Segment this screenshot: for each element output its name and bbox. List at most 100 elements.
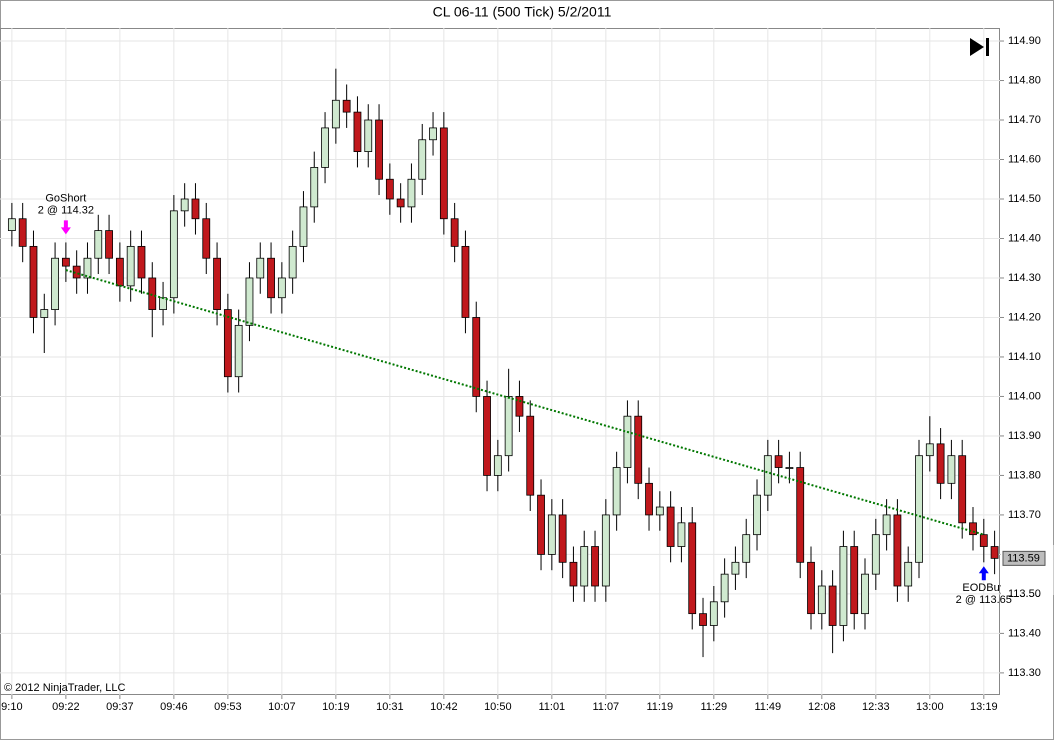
x-tick-label: 11:01 <box>538 701 565 713</box>
play-triangle[interactable] <box>970 38 984 56</box>
x-tick-label: 09:22 <box>52 701 80 713</box>
candle-body <box>472 317 481 397</box>
candle-body <box>342 99 351 113</box>
x-tick-label: 11:29 <box>700 701 727 713</box>
candle-body <box>742 534 751 563</box>
candle-body <box>785 467 794 469</box>
candle-body <box>709 601 718 626</box>
x-tick-label: 13:00 <box>916 701 944 713</box>
x-tick-label: 09:53 <box>214 701 242 713</box>
candle-body <box>18 218 27 247</box>
candle-body <box>915 455 923 563</box>
candle-body <box>569 561 578 587</box>
y-tick-label: 114.90 <box>1008 35 1041 47</box>
trade-detail: 2 @ 114.32 <box>38 204 94 216</box>
candle-body <box>666 506 675 547</box>
candle-body <box>504 396 513 457</box>
candle-body <box>601 514 610 587</box>
candle-body <box>720 573 729 603</box>
candle-body <box>40 309 49 318</box>
candle-body <box>396 198 405 208</box>
y-tick-label: 113.80 <box>1008 469 1041 481</box>
y-tick-label: 114.70 <box>1008 114 1041 126</box>
candle-body <box>353 111 362 153</box>
x-tick-label: 13:19 <box>970 701 998 713</box>
candle-body <box>861 573 869 615</box>
candle-body <box>29 245 38 318</box>
candle-body <box>807 561 815 615</box>
y-tick-label: 114.00 <box>1008 390 1041 402</box>
candle-body <box>191 198 200 220</box>
candle-body <box>375 119 383 180</box>
candle-body <box>839 546 848 626</box>
candle-body <box>288 245 297 279</box>
candle-body <box>105 230 113 259</box>
candle-body <box>256 257 265 279</box>
candle-body <box>688 522 697 615</box>
candle-body <box>234 324 243 378</box>
candle-body <box>893 514 902 587</box>
candle-body <box>655 506 664 516</box>
candle-body <box>159 297 167 310</box>
candle-body <box>925 443 934 457</box>
candle-body <box>817 585 826 615</box>
candle-body <box>461 245 470 318</box>
candle-body <box>623 415 632 468</box>
candle-body <box>612 467 621 516</box>
trade-name: EODBuy <box>962 582 1005 594</box>
candle-body <box>580 546 589 587</box>
y-tick-label: 114.80 <box>1008 74 1041 86</box>
candle-body <box>936 443 945 484</box>
candle-body <box>515 396 524 417</box>
y-tick-label: 113.90 <box>1008 430 1041 442</box>
x-tick-label: 10:50 <box>484 701 512 713</box>
last-price-label: 113.59 <box>1007 552 1040 564</box>
candle-body <box>299 206 308 247</box>
candle-body <box>990 546 999 559</box>
grid <box>0 28 1000 695</box>
candle-body <box>202 218 211 259</box>
play-bar[interactable] <box>986 38 989 56</box>
candle-body <box>213 257 221 310</box>
candle-body <box>483 396 491 476</box>
candle-body <box>385 178 394 200</box>
candle-body <box>267 257 275 299</box>
candle-body <box>526 415 535 496</box>
candle-body <box>828 585 837 626</box>
candle-body <box>418 139 427 180</box>
candle-body <box>591 546 599 587</box>
candle-body <box>547 514 556 555</box>
y-tick-label: 114.30 <box>1008 272 1041 284</box>
x-tick-label: 11:19 <box>646 701 673 713</box>
candle-body <box>115 257 124 287</box>
last-price-box <box>1002 550 1046 566</box>
y-tick-label: 114.20 <box>1008 311 1041 323</box>
candle-body <box>796 467 805 563</box>
x-tick-label: 9:10 <box>1 701 22 713</box>
candle-body <box>947 455 956 484</box>
candle-body <box>558 514 567 563</box>
candle-body <box>537 494 545 555</box>
candle-body <box>645 482 653 516</box>
candle-body <box>407 178 416 208</box>
candle-body <box>429 127 437 141</box>
candle-body <box>958 455 967 524</box>
candle-body <box>94 230 103 259</box>
x-tick-label: 10:07 <box>268 701 296 713</box>
trade-detail: 2 @ 113.65 <box>956 594 1012 606</box>
play-icon[interactable] <box>970 38 989 56</box>
candle-body <box>882 514 891 536</box>
candle-body <box>904 561 913 587</box>
candle-body <box>223 309 232 378</box>
candle-body <box>850 546 859 615</box>
candle-body <box>180 198 189 212</box>
candle-body <box>7 218 16 231</box>
trade-arrow <box>60 220 71 235</box>
candle-body <box>51 257 59 310</box>
y-tick-label: 114.60 <box>1008 153 1041 165</box>
candle-body <box>126 245 135 287</box>
candle-body <box>450 218 459 247</box>
x-tick-label: 10:19 <box>322 701 350 713</box>
x-tick-label: 09:37 <box>106 701 134 713</box>
